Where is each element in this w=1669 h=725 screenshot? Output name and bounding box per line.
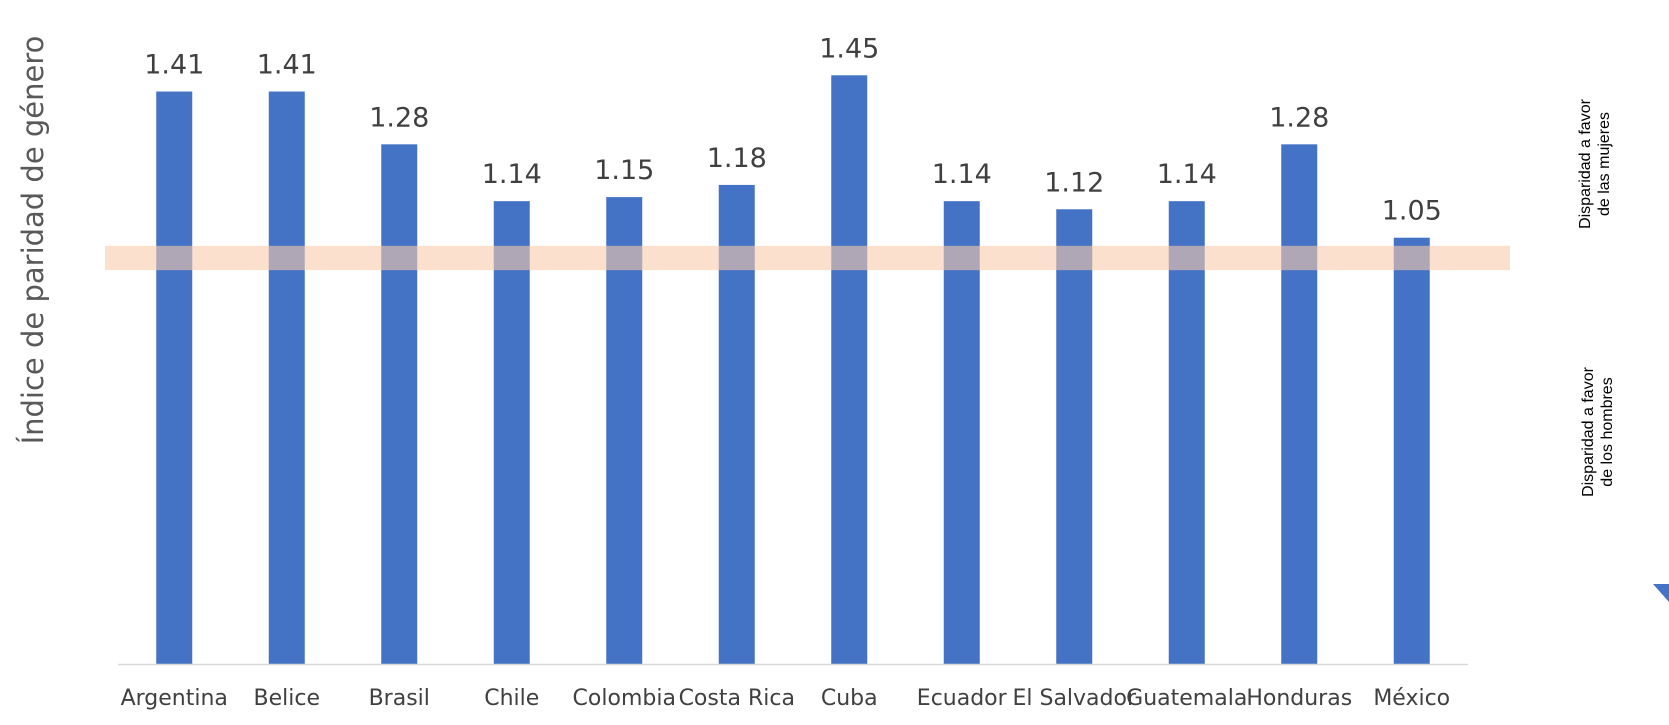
- bar-11: [1393, 237, 1430, 664]
- value-label-10: 1.28: [1269, 102, 1329, 133]
- value-labels: 1.41 1.41 1.28 1.14 1.15 1.18 1.45 1.14 1.12 1.14…: [144, 33, 1442, 226]
- category-label-4: Colombia: [573, 686, 676, 711]
- value-label-4: 1.15: [594, 155, 654, 186]
- value-label-1: 1.41: [257, 50, 317, 81]
- bar-1: [268, 91, 305, 665]
- upper-annotation-line-2: de las mujeres: [1596, 112, 1613, 216]
- bar-10: [1281, 144, 1318, 664]
- value-label-6: 1.45: [819, 33, 879, 64]
- category-label-7: Ecuador: [917, 686, 1008, 711]
- parity-band: [105, 245, 1510, 271]
- category-label-2: Brasil: [369, 686, 430, 711]
- bar-7: [943, 201, 980, 664]
- value-label-11: 1.05: [1382, 196, 1442, 227]
- lower-annotation-line-1: Disparidad a favor: [1580, 366, 1597, 497]
- value-label-9: 1.14: [1157, 159, 1217, 190]
- y-axis-label: Índice de paridad de género: [16, 36, 50, 445]
- lower-annotation-line-2: de los hombres: [1599, 377, 1616, 486]
- value-label-5: 1.18: [707, 143, 767, 174]
- bar-2: [381, 144, 418, 664]
- category-label-6: Cuba: [821, 686, 878, 711]
- bar-4: [606, 197, 643, 664]
- category-label-5: Costa Rica: [679, 686, 795, 711]
- upper-annotation: Disparidad a favor de las mujeres: [1577, 98, 1613, 229]
- value-label-2: 1.28: [369, 102, 429, 133]
- value-label-7: 1.14: [932, 159, 992, 190]
- category-labels: Argentina Belice Brasil Chile Colombia Costa …: [121, 686, 1451, 711]
- category-label-8: El Salvador: [1012, 686, 1136, 711]
- bar-0: [156, 91, 193, 665]
- arrow-head-icon: [1653, 584, 1669, 602]
- bar-8: [1056, 209, 1093, 664]
- value-label-0: 1.41: [144, 50, 204, 81]
- category-label-11: México: [1373, 686, 1450, 711]
- category-label-3: Chile: [484, 686, 539, 711]
- upper-annotation-line-1: Disparidad a favor: [1577, 98, 1594, 229]
- bar-9: [1168, 201, 1205, 664]
- bar-3: [493, 201, 530, 664]
- category-label-1: Belice: [254, 686, 320, 711]
- bars-layer: [156, 75, 1430, 665]
- value-label-3: 1.14: [482, 159, 542, 190]
- category-label-9: Guatemala: [1126, 686, 1247, 711]
- category-label-0: Argentina: [121, 686, 228, 711]
- bar-6: [831, 75, 868, 665]
- category-label-10: Honduras: [1246, 686, 1352, 711]
- lower-annotation: Disparidad a favor de los hombres: [1580, 366, 1616, 497]
- value-label-8: 1.12: [1044, 167, 1104, 198]
